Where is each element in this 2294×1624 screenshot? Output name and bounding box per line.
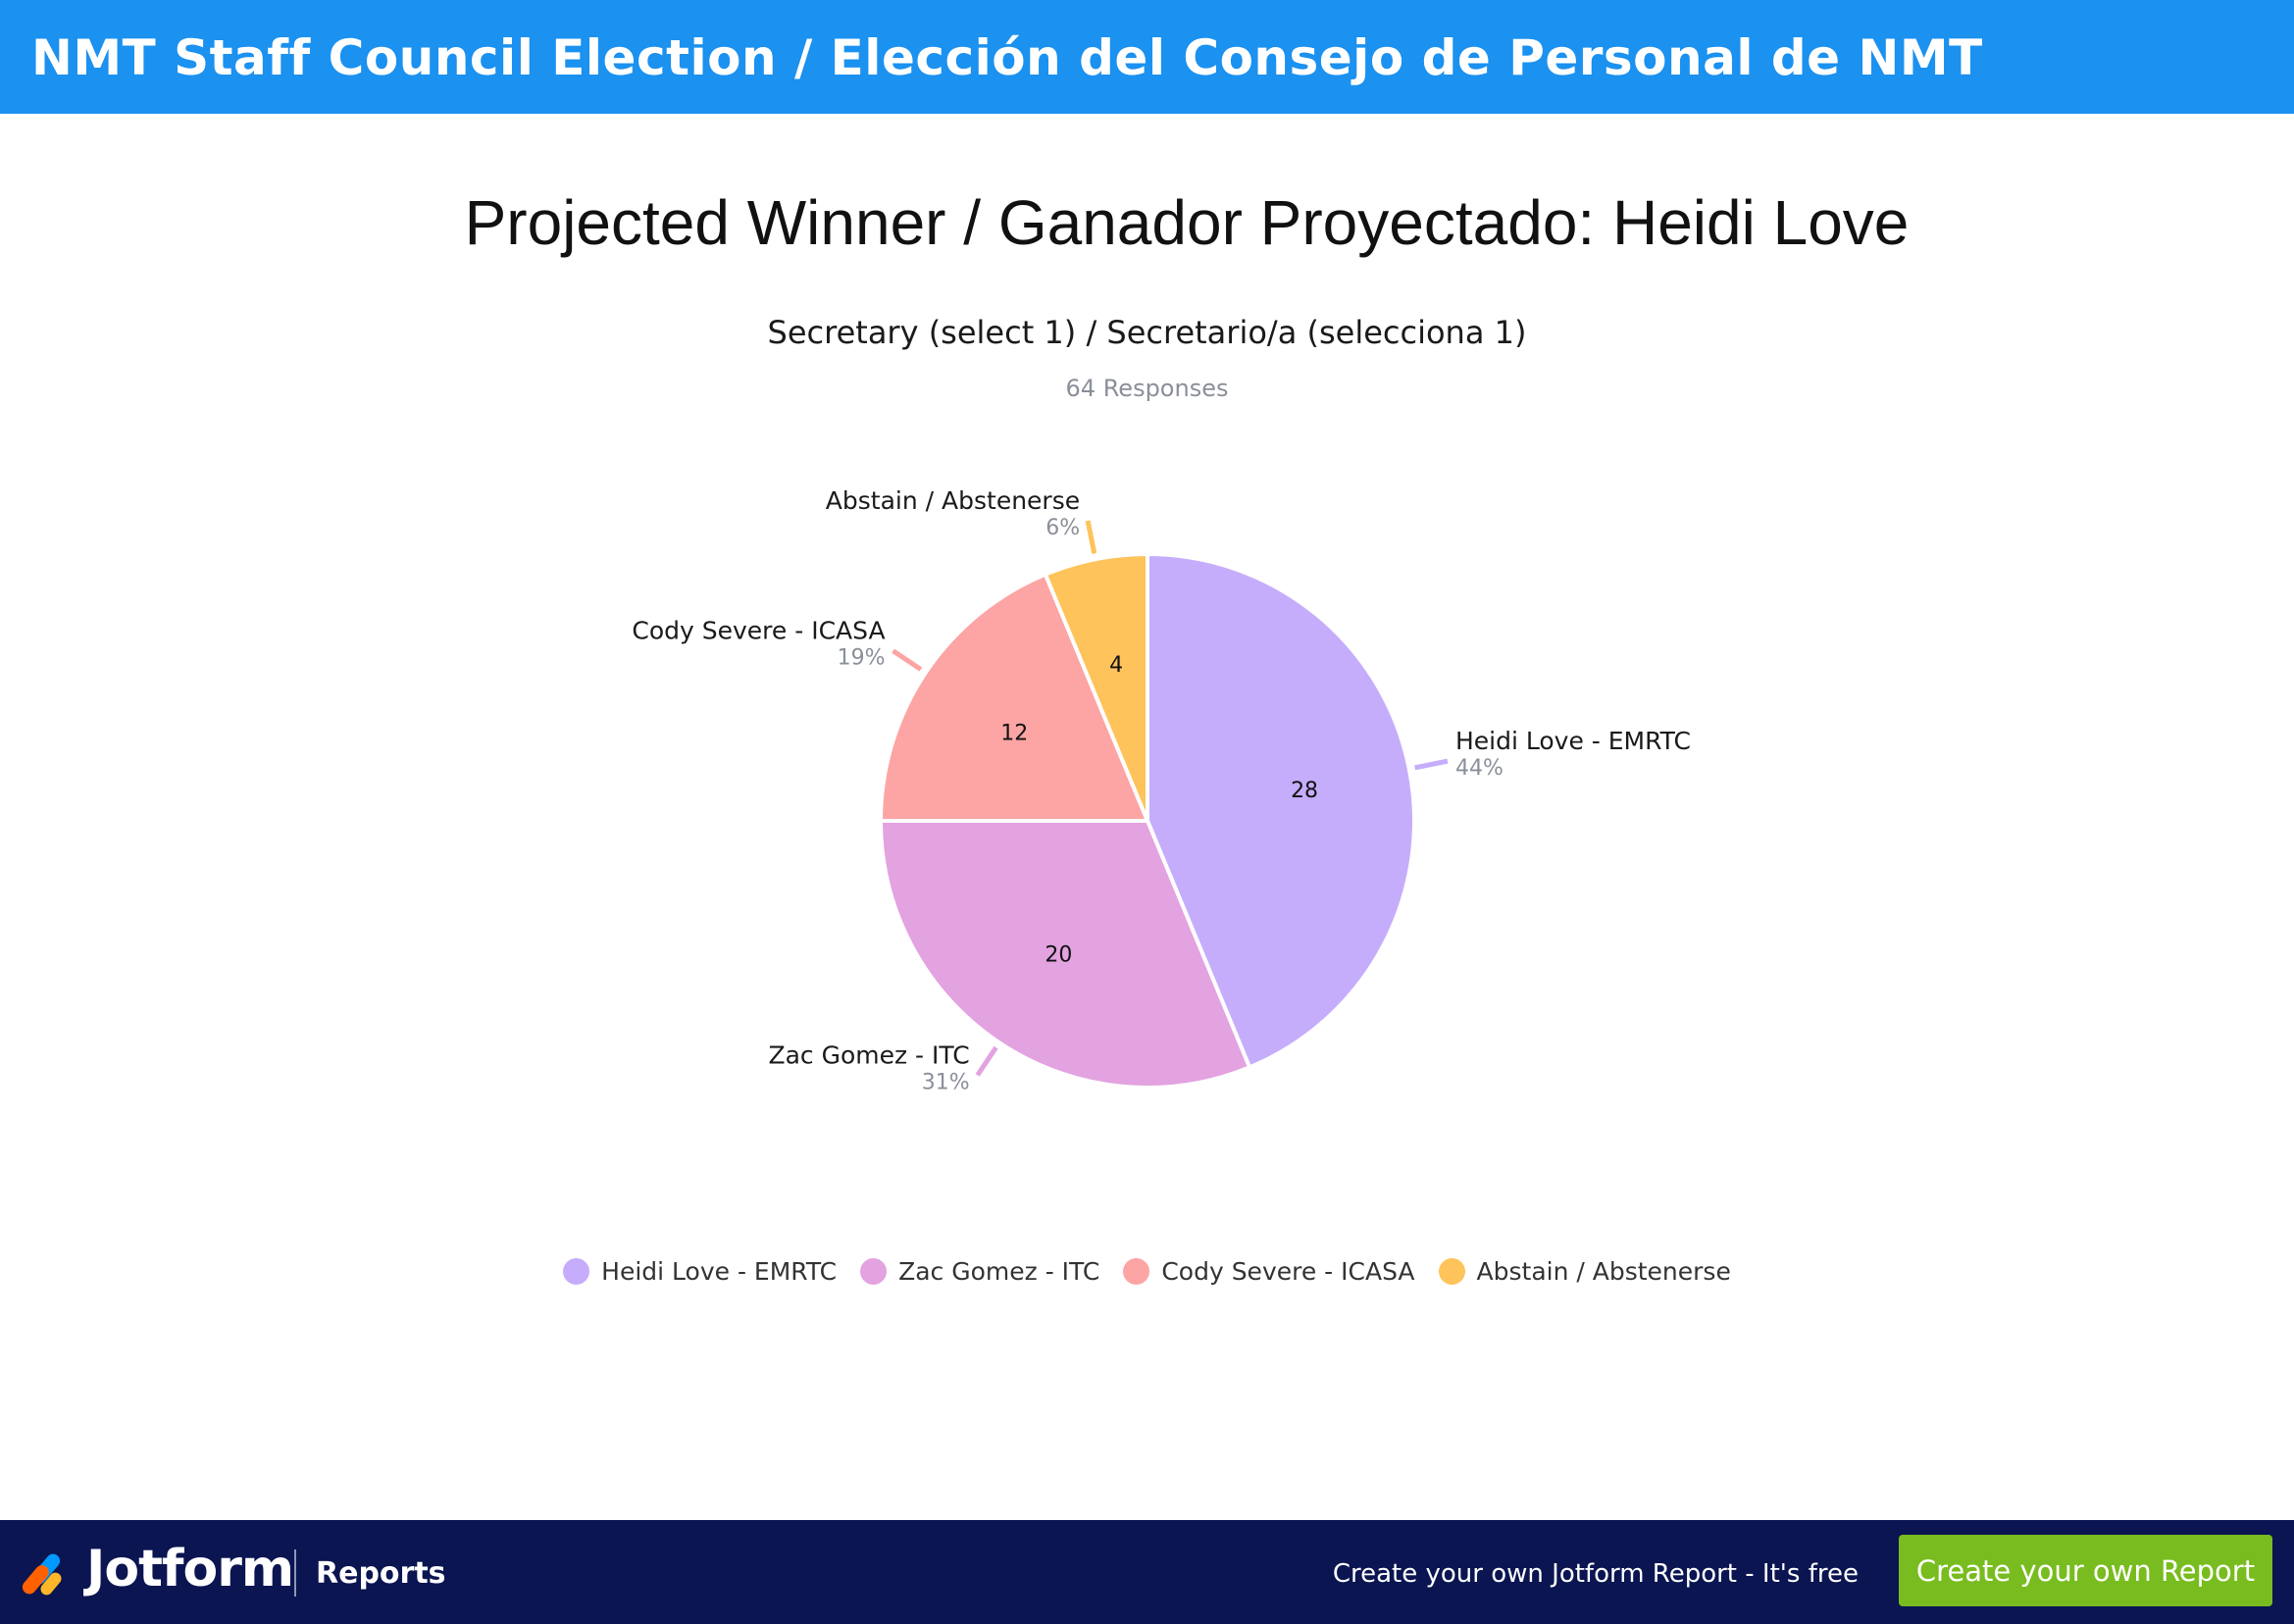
projected-winner-heading: Projected Winner / Ganador Proyectado: H… bbox=[464, 187, 1910, 258]
legend-item-heidi-love-emrtc[interactable]: Heidi Love - EMRTC bbox=[563, 1257, 837, 1286]
pie-slice-cody-severe-icasa[interactable] bbox=[878, 572, 1150, 823]
legend-swatch bbox=[1123, 1258, 1150, 1285]
legend-label: Zac Gomez - ITC bbox=[898, 1257, 1100, 1286]
pie-slice-zac-gomez-itc[interactable] bbox=[878, 819, 1252, 1090]
legend-swatch bbox=[860, 1258, 888, 1285]
slice-value-label: 12 bbox=[1000, 721, 1028, 745]
jotform-logo-icon bbox=[22, 1553, 62, 1596]
slice-name-label: Heidi Love - EMRTC bbox=[1455, 727, 1691, 755]
slice-leader-line bbox=[1085, 520, 1097, 554]
legend-item-abstain-abstenerse[interactable]: Abstain / Abstenerse bbox=[1438, 1257, 1731, 1286]
legend-label: Heidi Love - EMRTC bbox=[601, 1257, 838, 1286]
slice-value-label: 28 bbox=[1291, 779, 1318, 803]
pie-slice-abstain-abstenerse[interactable] bbox=[1043, 551, 1149, 822]
slice-value-label: 4 bbox=[1109, 653, 1123, 678]
page-title: NMT Staff Council Election / Elección de… bbox=[31, 29, 1983, 86]
legend-label: Abstain / Abstenerse bbox=[1476, 1257, 1731, 1286]
header-bar: NMT Staff Council Election / Elección de… bbox=[0, 0, 2294, 114]
legend-swatch bbox=[1438, 1258, 1465, 1285]
slice-leader-line bbox=[975, 1045, 998, 1077]
response-count: 64 Responses bbox=[1065, 375, 1229, 402]
slice-percent-label: 6% bbox=[1045, 516, 1080, 540]
slice-name-label: Abstain / Abstenerse bbox=[826, 486, 1080, 515]
promo-text: Create your own Jotform Report - It's fr… bbox=[1332, 1559, 1859, 1589]
create-report-button[interactable]: Create your own Report bbox=[1899, 1535, 2272, 1606]
pie-slice-heidi-love-emrtc[interactable] bbox=[1146, 551, 1416, 1070]
slice-percent-label: 31% bbox=[922, 1070, 970, 1094]
footer-bar: Jotform Reports Create your own Jotform … bbox=[0, 1520, 2294, 1624]
slice-percent-label: 19% bbox=[838, 646, 886, 671]
legend-swatch bbox=[563, 1258, 590, 1285]
slice-percent-label: 44% bbox=[1455, 756, 1504, 781]
reports-label: Reports bbox=[316, 1556, 446, 1591]
slice-leader-line bbox=[892, 648, 923, 672]
legend-label: Cody Severe - ICASA bbox=[1161, 1257, 1415, 1286]
slice-name-label: Zac Gomez - ITC bbox=[768, 1040, 969, 1069]
slice-value-label: 20 bbox=[1045, 943, 1072, 968]
legend-item-zac-gomez-itc[interactable]: Zac Gomez - ITC bbox=[860, 1257, 1099, 1286]
slice-name-label: Cody Severe - ICASA bbox=[632, 617, 885, 645]
question-title: Secretary (select 1) / Secretario/a (sel… bbox=[767, 314, 1527, 351]
brand-name[interactable]: Jotform bbox=[86, 1540, 294, 1599]
legend-item-cody-severe-icasa[interactable]: Cody Severe - ICASA bbox=[1123, 1257, 1415, 1286]
chart-legend: Heidi Love - EMRTC Zac Gomez - ITC Cody Se… bbox=[0, 1257, 2294, 1286]
footer-divider bbox=[294, 1549, 296, 1597]
slice-leader-line bbox=[1414, 758, 1449, 771]
